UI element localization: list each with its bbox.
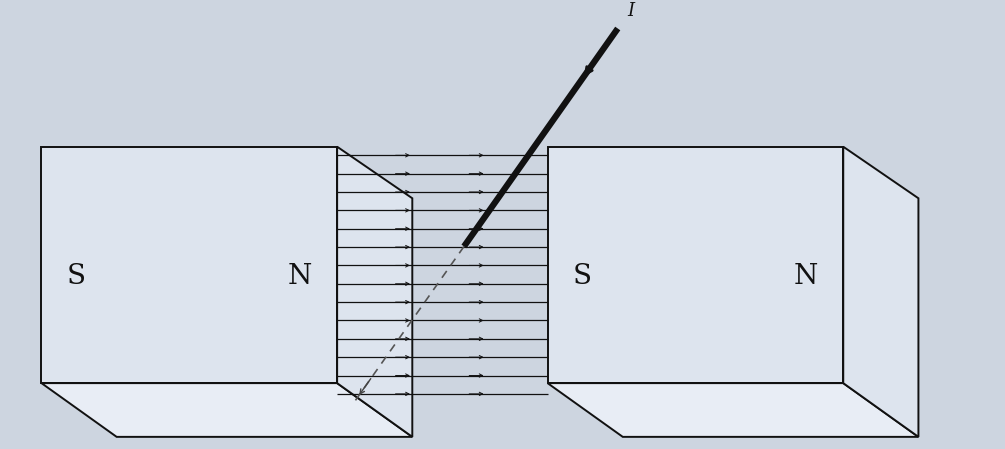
Polygon shape bbox=[548, 383, 919, 437]
Polygon shape bbox=[843, 147, 919, 437]
Text: I: I bbox=[627, 2, 634, 20]
Text: N: N bbox=[794, 263, 818, 290]
Polygon shape bbox=[41, 383, 412, 437]
Polygon shape bbox=[337, 147, 412, 437]
Text: S: S bbox=[66, 263, 85, 290]
Bar bbox=[548, 147, 843, 383]
Text: N: N bbox=[287, 263, 313, 290]
Bar bbox=[41, 147, 337, 383]
Text: S: S bbox=[573, 263, 592, 290]
